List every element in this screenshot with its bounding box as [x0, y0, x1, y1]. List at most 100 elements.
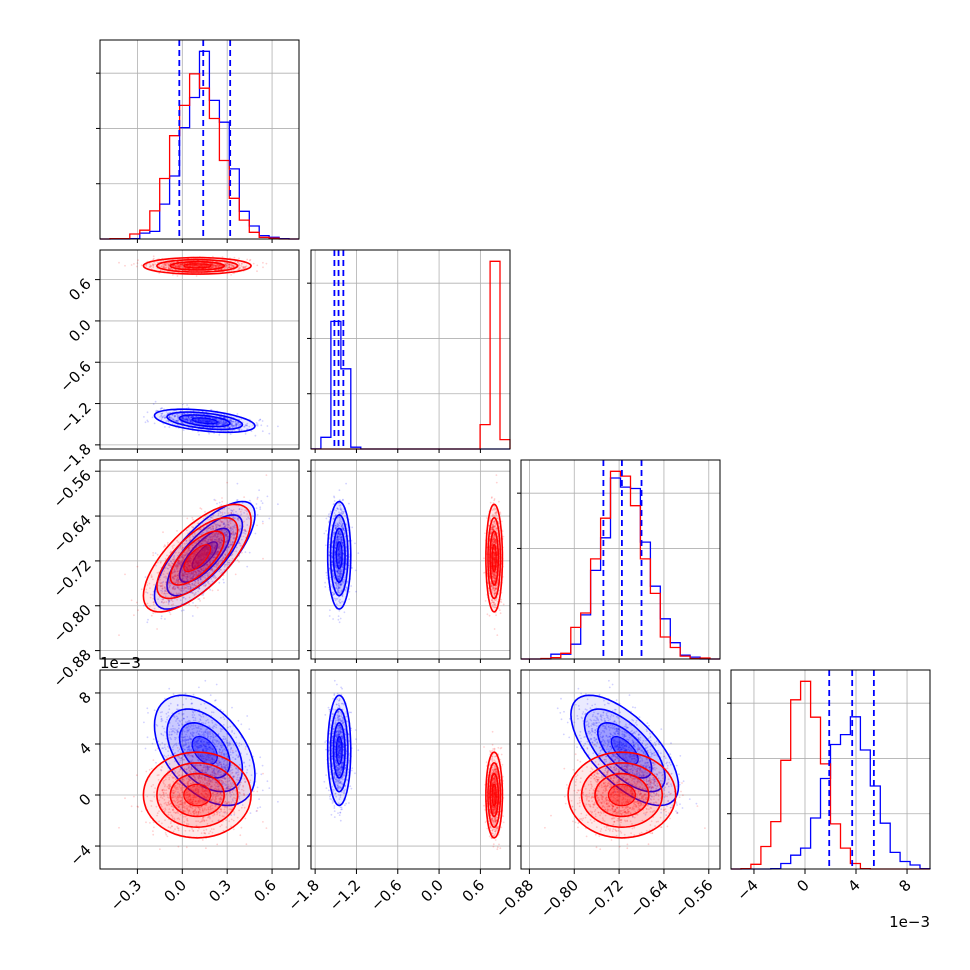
sample-point	[224, 426, 227, 429]
sample-point	[235, 424, 238, 426]
sample-point	[195, 415, 197, 418]
sample-point	[338, 489, 341, 492]
sample-point	[182, 417, 185, 420]
sample-point	[215, 418, 218, 421]
sample-point	[329, 510, 332, 513]
sample-point	[339, 617, 342, 620]
sample-point	[246, 428, 248, 431]
sample-point	[166, 412, 169, 415]
sample-point	[198, 418, 201, 420]
sample-point	[130, 264, 133, 266]
sample-point	[146, 419, 149, 422]
sample-point	[133, 263, 135, 265]
sample-point	[194, 422, 197, 424]
sample-point	[184, 419, 187, 421]
sample-point	[176, 417, 179, 419]
sample-point	[232, 426, 234, 429]
sample-point	[140, 264, 143, 267]
sample-point	[164, 417, 166, 419]
sample-point	[262, 557, 264, 560]
sample-point	[168, 611, 171, 614]
sample-point	[217, 423, 219, 426]
sample-point	[188, 418, 191, 420]
sample-point	[180, 421, 183, 424]
sample-point	[224, 422, 227, 425]
sample-point	[159, 407, 162, 410]
sample-point	[204, 420, 206, 423]
sample-point	[259, 508, 262, 510]
sample-point	[207, 420, 210, 423]
sample-point	[229, 426, 232, 428]
sample-point	[187, 415, 190, 418]
sample-point	[196, 418, 199, 420]
sample-point	[244, 551, 247, 553]
sample-point	[187, 406, 190, 409]
sample-point	[186, 419, 189, 422]
sample-point	[137, 259, 140, 262]
sample-point	[261, 430, 264, 433]
sample-point	[231, 425, 233, 428]
sample-point	[235, 422, 238, 425]
sample-point	[266, 425, 269, 427]
sample-point	[203, 418, 205, 421]
sample-point	[185, 417, 188, 420]
sample-point	[146, 621, 149, 624]
sample-point	[221, 423, 224, 426]
sample-point	[324, 581, 326, 584]
sample-point	[161, 407, 164, 410]
sample-point	[185, 418, 188, 421]
sample-point	[217, 418, 220, 421]
contours-1-0-s0	[153, 408, 256, 434]
sample-point	[181, 413, 183, 416]
sample-point	[338, 621, 341, 624]
sample-point	[130, 599, 133, 602]
sample-point	[198, 433, 200, 436]
sample-point	[262, 261, 264, 264]
sample-point	[161, 412, 164, 415]
sample-point	[206, 420, 209, 423]
sample-point	[230, 274, 233, 276]
sample-point	[197, 420, 200, 422]
sample-point	[329, 609, 331, 612]
sample-point	[222, 423, 225, 426]
sample-point	[188, 415, 190, 418]
sample-point	[326, 574, 328, 577]
sample-point	[256, 498, 259, 500]
sample-point	[212, 424, 214, 426]
sample-point	[173, 415, 176, 418]
sample-point	[186, 415, 189, 418]
sample-point	[189, 419, 192, 422]
sample-point	[147, 618, 149, 621]
sample-point	[186, 404, 189, 406]
sample-point	[189, 418, 192, 421]
sample-point	[209, 588, 212, 591]
sample-point	[191, 516, 194, 519]
sample-point	[176, 416, 179, 418]
sample-point	[256, 270, 258, 273]
sample-point	[190, 420, 193, 423]
sample-point	[194, 604, 197, 607]
sample-point	[241, 551, 243, 554]
sample-point	[206, 421, 209, 424]
sample-point	[231, 423, 233, 425]
sample-point	[208, 421, 211, 423]
sample-point	[238, 428, 241, 431]
sample-point	[204, 511, 206, 513]
sample-point	[189, 419, 192, 422]
sample-point	[265, 474, 268, 476]
sample-point	[223, 416, 226, 419]
sample-point	[152, 255, 155, 258]
sample-point	[218, 581, 221, 584]
sample-point	[160, 418, 163, 421]
sample-point	[255, 503, 258, 505]
sample-point	[236, 482, 239, 485]
sample-point	[154, 552, 157, 554]
sample-point	[351, 526, 354, 529]
sample-point	[197, 420, 200, 422]
sample-point	[357, 552, 360, 554]
sample-point	[135, 265, 138, 268]
sample-point	[211, 589, 214, 592]
sample-point	[219, 415, 221, 418]
sample-point	[215, 424, 218, 426]
